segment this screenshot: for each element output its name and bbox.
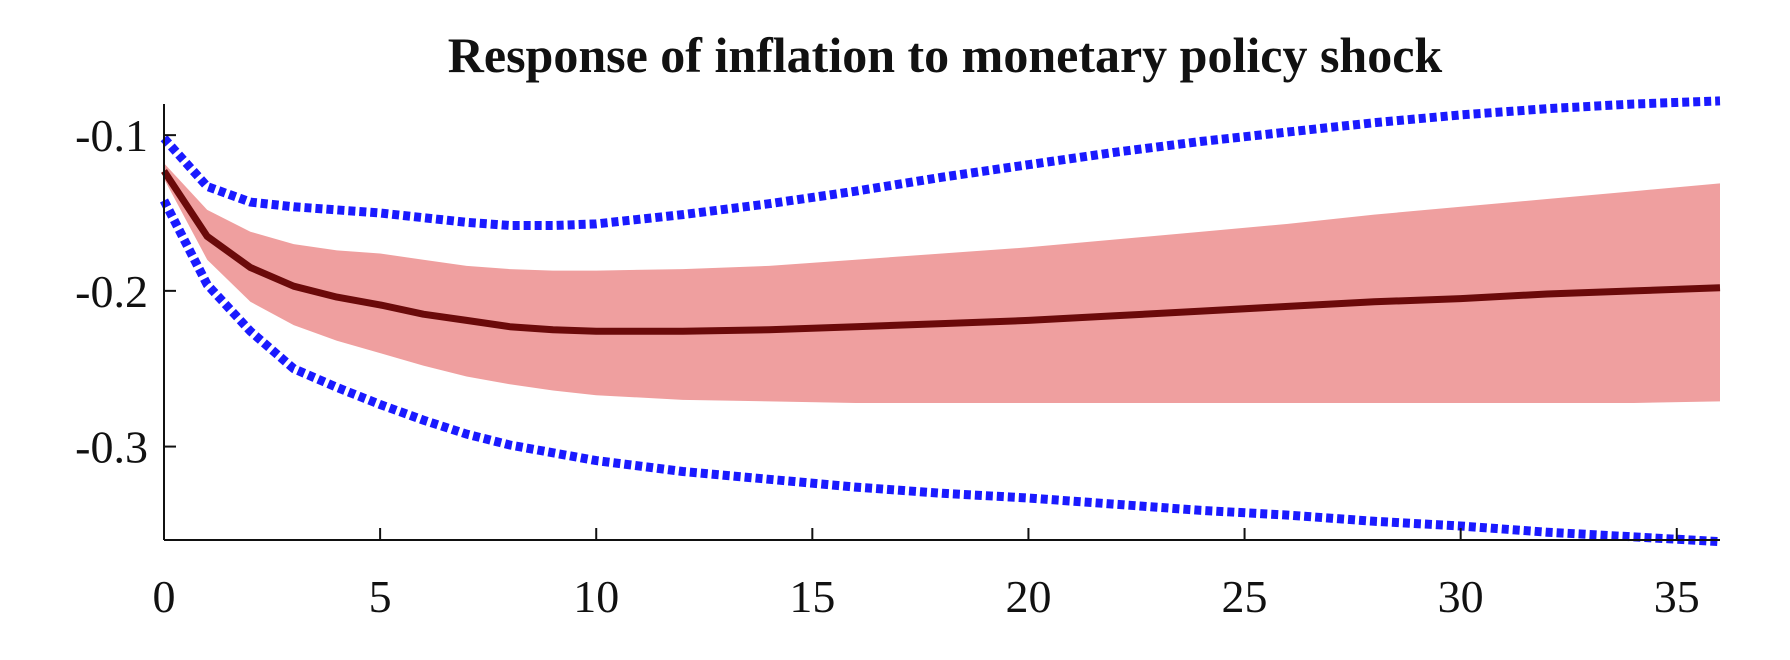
median-response-line	[161, 169, 1721, 335]
x-tick-label: 5	[369, 571, 392, 622]
x-tick-label: 35	[1654, 571, 1700, 622]
x-tick-label: 25	[1222, 571, 1268, 622]
x-tick-label: 10	[573, 571, 619, 622]
y-tick-label: -0.1	[75, 110, 148, 161]
x-tick-label: 0	[153, 571, 176, 622]
x-tick-label: 20	[1005, 571, 1051, 622]
y-tick-label: -0.2	[75, 266, 148, 317]
plot-area: 0 5 10 15 20 25 30 35 -0.1 -0.2 -0.3	[75, 96, 1721, 622]
x-tick-label: 15	[789, 571, 835, 622]
y-tick-label: -0.3	[75, 422, 148, 473]
x-tick-label: 30	[1438, 571, 1484, 622]
outer-upper-bound-line	[160, 96, 1721, 230]
chart-title: Response of inflation to monetary policy…	[448, 27, 1443, 83]
outer-lower-bound-line	[159, 198, 1721, 547]
inner-band-area	[164, 163, 1720, 403]
